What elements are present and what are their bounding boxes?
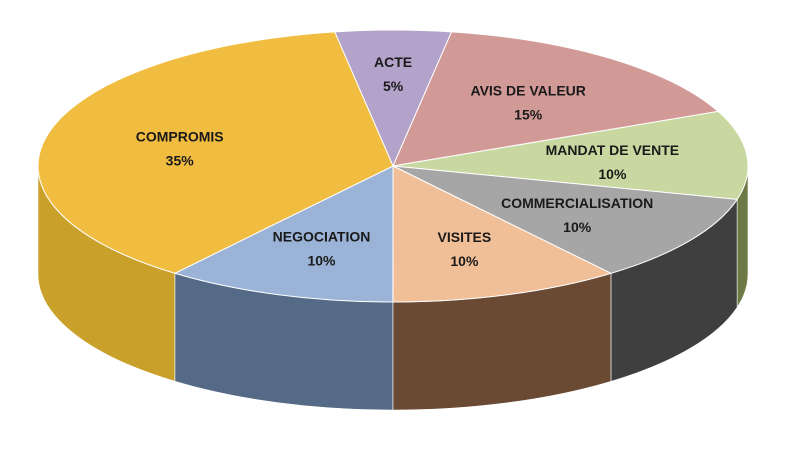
slice-label-avis-de-valeur: AVIS DE VALEUR [471,83,586,99]
slice-value-avis-de-valeur: 15% [514,107,543,123]
slice-value-mandat-de-vente: 10% [598,166,627,182]
pie-slices [37,29,749,303]
slice-value-negociation: 10% [307,253,336,269]
pie-slice-negociation [173,165,394,303]
slice-value-visites: 10% [450,253,479,269]
slice-value-compromis: 35% [166,152,195,168]
slice-value-commercialisation: 10% [563,219,592,235]
slice-label-compromis: COMPROMIS [136,128,224,144]
pie-slice-visites [392,165,613,303]
slice-label-commercialisation: COMMERCIALISATION [501,195,653,211]
pie-slice-commercialisation [392,165,738,274]
slice-label-acte: ACTE [374,54,412,70]
pie-labels: ACTE 5% AVIS DE VALEUR 15% MANDAT DE VENTE 10… [136,54,679,269]
slice-label-mandat-de-vente: MANDAT DE VENTE [546,142,680,158]
pie-slice-compromis [37,31,394,274]
pie-slice-mandat-de-vente [392,110,749,200]
pie-slice-avis-de-valeur [392,31,720,167]
slice-label-visites: VISITES [438,229,492,245]
slice-label-negociation: NEGOCIATION [273,229,371,245]
slice-value-acte: 5% [383,78,404,94]
pie-sides [37,165,749,411]
